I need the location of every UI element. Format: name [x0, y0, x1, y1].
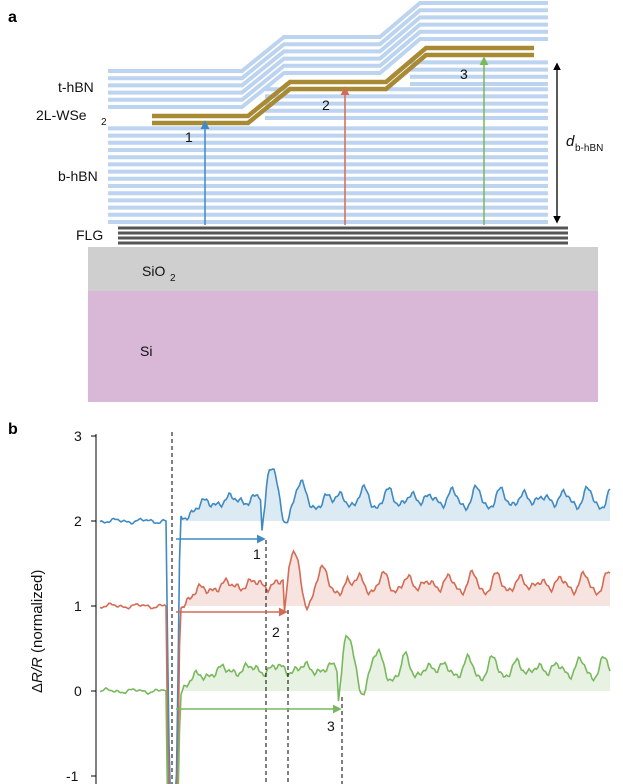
flg-layer — [118, 226, 568, 245]
wse2-sheet — [152, 45, 534, 119]
b-hbn-label: b-hBN — [58, 168, 98, 184]
thickness-label-sub: b-hBN — [575, 143, 603, 154]
t-hbn-stack — [108, 1, 548, 109]
y-tick-label-1: 1 — [74, 598, 82, 614]
t-hbn-sheet — [108, 37, 548, 109]
arrow-label-1: 1 — [185, 129, 193, 145]
sio2-layer — [88, 247, 598, 291]
t-hbn-sheet — [108, 8, 548, 81]
si-label: Si — [140, 343, 152, 359]
panel-b: b 3 2 1 0 -1 ΔR/R (normalized) 1 2 3 — [8, 421, 611, 784]
marker-label-2: 2 — [272, 624, 280, 640]
y-tick-label-0: 0 — [74, 683, 82, 699]
t-hbn-sheet — [108, 22, 548, 95]
wse2-label-sub: 2 — [101, 117, 107, 128]
t-hbn-sheet — [108, 1, 548, 73]
y-tick-label-2: 2 — [74, 513, 82, 529]
trace-line-3 — [99, 634, 611, 784]
arrow-label-3: 3 — [460, 66, 468, 82]
panel-a: a 1 2 3 d b-hBN t-hBN 2L-WSe 2 b-hBN FLG… — [8, 1, 603, 402]
wse2-layer — [152, 45, 534, 126]
arrow-label-2: 2 — [322, 97, 330, 113]
plot-area — [99, 468, 611, 784]
b-hbn-stack — [108, 60, 548, 224]
y-tick-label-minus1: -1 — [66, 768, 79, 784]
flg-label: FLG — [76, 227, 103, 243]
wse2-sheet — [152, 52, 534, 126]
sio2-label-sub: 2 — [170, 273, 176, 284]
trace-line-1 — [99, 468, 611, 784]
panel-a-letter: a — [8, 9, 17, 26]
t-hbn-sheet — [108, 29, 548, 102]
trace-fill-1 — [180, 469, 610, 531]
si-substrate — [88, 290, 598, 402]
y-axis-label: ΔR/R (normalized) — [29, 570, 46, 693]
t-hbn-label: t-hBN — [58, 79, 94, 95]
trace-fill-2 — [180, 551, 610, 611]
sio2-label: SiO — [142, 263, 165, 279]
thickness-label: d — [566, 133, 575, 150]
panel-b-letter: b — [8, 421, 18, 438]
wse2-label: 2L-WSe — [36, 107, 87, 123]
trace-fill-3 — [180, 635, 610, 702]
y-tick-label-3: 3 — [74, 428, 82, 444]
trace-line-2 — [99, 549, 611, 784]
marker-label-1: 1 — [253, 546, 261, 562]
t-hbn-sheet — [108, 15, 548, 88]
marker-label-3: 3 — [327, 718, 335, 734]
